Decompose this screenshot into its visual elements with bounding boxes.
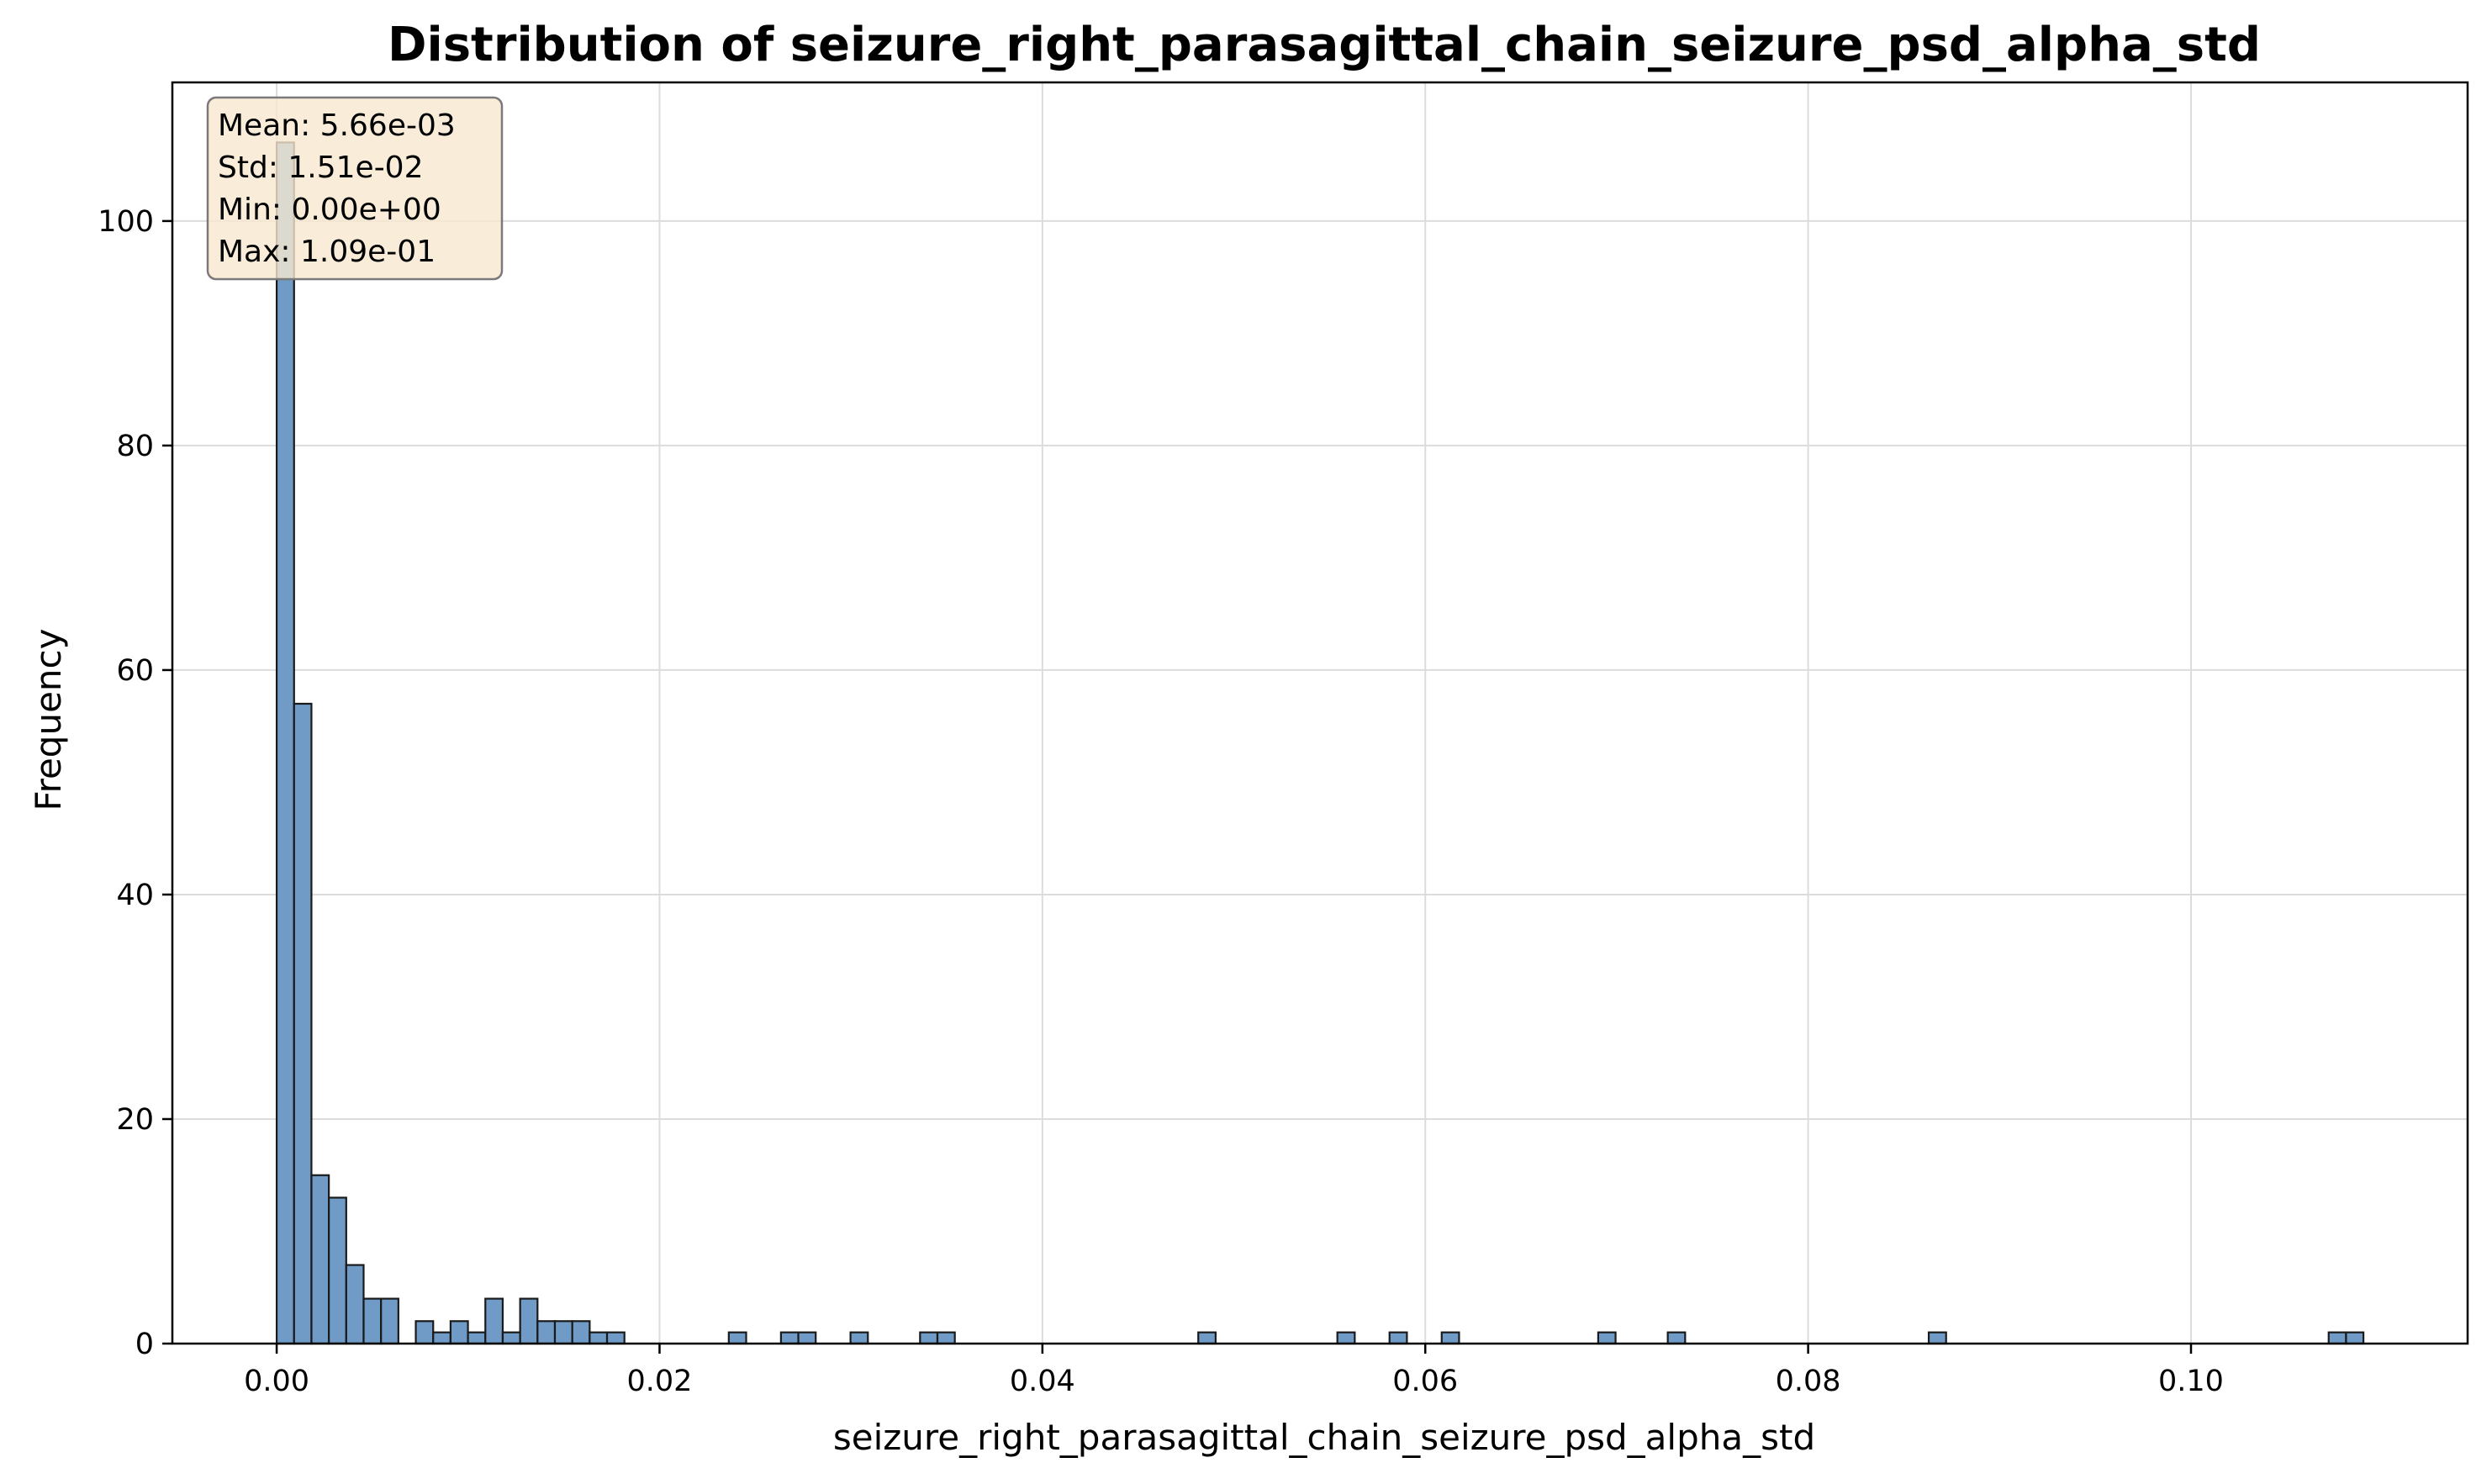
x-tick-label: 0.02	[627, 1365, 693, 1398]
histogram-bar	[328, 1196, 347, 1345]
histogram-bar	[1666, 1331, 1687, 1345]
histogram-bar	[571, 1320, 591, 1345]
histogram-bar	[484, 1297, 504, 1345]
histogram-bar	[1597, 1331, 1617, 1345]
histogram-bar	[519, 1297, 539, 1345]
stats-mean: Mean: 5.66e-03	[218, 108, 456, 143]
stats-std: Std: 1.51e-02	[218, 151, 424, 185]
histogram-bar	[275, 141, 295, 1345]
histogram-bar	[362, 1297, 383, 1345]
y-axis-ticks: 0 20 40 60 80 100	[98, 205, 172, 1361]
histogram-bar	[414, 1320, 435, 1345]
histogram-bar	[1388, 1331, 1408, 1345]
x-axis-ticks: 0.00 0.02 0.04 0.06 0.08 0.10	[244, 1344, 2224, 1398]
histogram-bar	[2345, 1331, 2365, 1345]
histogram-bar	[345, 1264, 365, 1345]
histogram-bar	[1440, 1331, 1460, 1345]
histogram-bar	[2327, 1331, 2347, 1345]
histogram-bar	[467, 1331, 487, 1345]
y-tick-label: 60	[116, 654, 154, 688]
histogram-bar	[919, 1331, 939, 1345]
histogram-bar	[501, 1331, 521, 1345]
histogram-bar	[849, 1331, 869, 1345]
x-axis-label: seizure_right_parasagittal_chain_seizure…	[833, 1417, 1815, 1458]
stats-box: Mean: 5.66e-03 Std: 1.51e-02 Min: 0.00e+…	[206, 96, 504, 281]
histogram-bar	[293, 702, 313, 1345]
histogram-bar	[449, 1320, 469, 1345]
plot-frame	[171, 81, 2469, 1345]
y-tick-label: 80	[116, 430, 154, 463]
histogram-bar	[779, 1331, 800, 1345]
y-tick-label: 100	[98, 205, 154, 239]
histogram-bars	[275, 141, 2365, 1345]
histogram-bar	[432, 1331, 452, 1345]
x-tick-label: 0.06	[1392, 1365, 1458, 1398]
y-tick-label: 0	[135, 1328, 154, 1361]
y-axis-label: Frequency	[28, 629, 69, 811]
histogram-bar	[797, 1331, 817, 1345]
histogram-bar	[727, 1331, 747, 1345]
histogram-bar	[936, 1331, 956, 1345]
histogram-bar	[310, 1174, 330, 1345]
histogram-bar	[380, 1297, 399, 1345]
histogram-bar	[605, 1331, 626, 1345]
x-tick-label: 0.10	[2158, 1365, 2224, 1398]
stats-max: Max: 1.09e-01	[218, 235, 436, 269]
stats-min: Min: 0.00e+00	[218, 193, 441, 227]
chart-title: Distribution of seizure_right_parasagitt…	[388, 18, 2261, 72]
stats-box-background	[206, 96, 504, 281]
x-tick-label: 0.00	[244, 1365, 309, 1398]
histogram-bar	[536, 1320, 557, 1345]
x-tick-label: 0.04	[1010, 1365, 1075, 1398]
histogram-bar	[1336, 1331, 1356, 1345]
grid-lines	[172, 82, 2468, 1344]
histogram-bar	[553, 1320, 573, 1345]
histogram-bar	[1197, 1331, 1217, 1345]
y-tick-label: 40	[116, 879, 154, 912]
histogram-bar	[1927, 1331, 1947, 1345]
y-tick-label: 20	[116, 1103, 154, 1137]
histogram-bar	[589, 1331, 609, 1345]
x-tick-label: 0.08	[1776, 1365, 1841, 1398]
